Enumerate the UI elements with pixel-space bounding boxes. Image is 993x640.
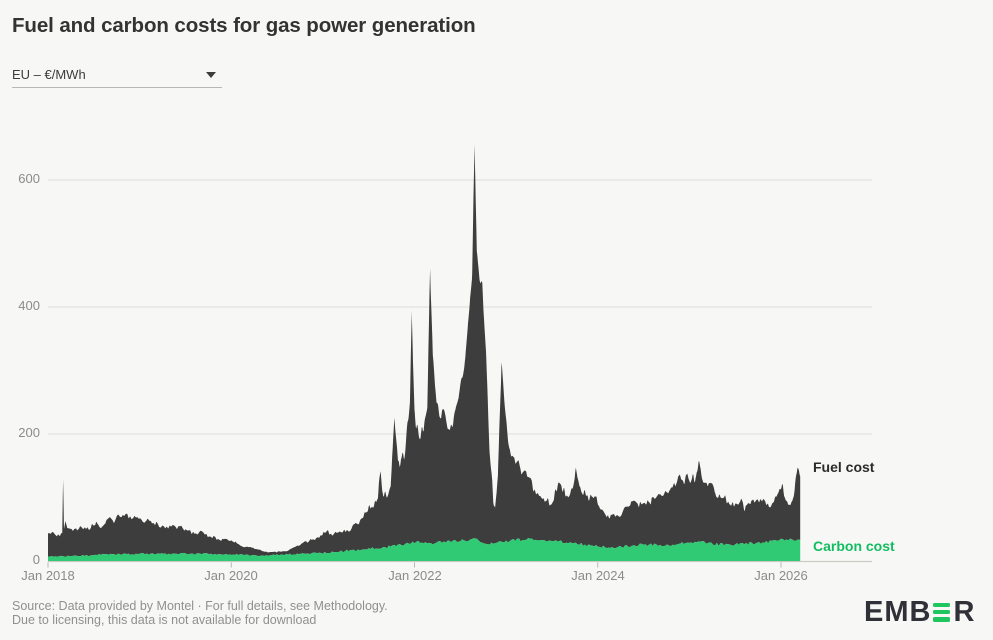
- logo-text-r: R: [953, 596, 976, 628]
- y-axis-label-400: 400: [18, 298, 40, 313]
- x-axis-label-2026: Jan 2026: [754, 568, 808, 583]
- x-axis-label-2020: Jan 2020: [204, 568, 258, 583]
- logo-e-bars-icon: [933, 602, 951, 622]
- source-line-1: Source: Data provided by Montel · For fu…: [12, 599, 388, 613]
- y-axis-label-200: 200: [18, 425, 40, 440]
- ember-logo: EMB R: [864, 596, 976, 628]
- x-axis-label-2022: Jan 2022: [388, 568, 442, 583]
- logo-text-emb: EMB: [864, 596, 932, 628]
- caret-down-icon: [206, 71, 216, 78]
- fuel-cost-area: [48, 144, 801, 557]
- unit-selector-value: EU – €/MWh: [12, 67, 86, 82]
- carbon-cost-series-label: Carbon cost: [813, 538, 895, 554]
- fuel-cost-series-label: Fuel cost: [813, 459, 875, 475]
- x-axis-label-2018: Jan 2018: [21, 568, 75, 583]
- y-axis-label-600: 600: [18, 171, 40, 186]
- source-line-2: Due to licensing, this data is not avail…: [12, 613, 317, 627]
- unit-selector-dropdown[interactable]: EU – €/MWh: [12, 62, 222, 88]
- x-axis-label-2024: Jan 2024: [571, 568, 625, 583]
- carbon-cost-area: [48, 538, 801, 561]
- y-axis-label-0: 0: [32, 552, 40, 567]
- page-title: Fuel and carbon costs for gas power gene…: [12, 14, 476, 37]
